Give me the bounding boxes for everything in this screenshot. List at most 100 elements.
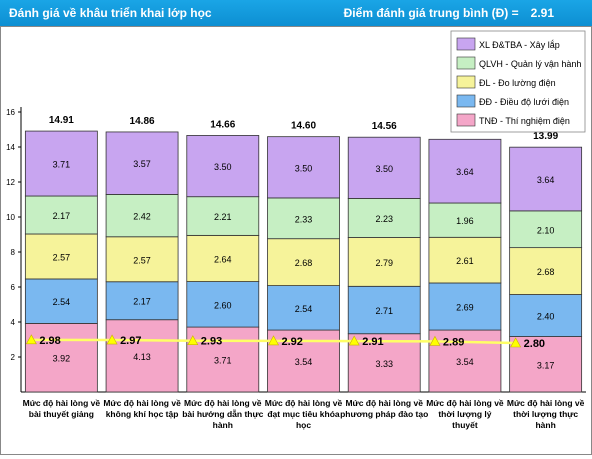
- average-value-label: 2.97: [120, 335, 141, 347]
- segment-value-label: 3.54: [295, 357, 313, 367]
- bar-total-label: 14.91: [49, 115, 74, 126]
- segment-value-label: 2.68: [295, 258, 313, 268]
- segment-value-label: 2.71: [375, 306, 393, 316]
- bar-segment: [428, 202, 502, 238]
- segment-value-label: 3.64: [537, 175, 555, 185]
- average-marker: [510, 337, 522, 348]
- legend-label: ĐĐ - Điều độ lưới điện: [479, 97, 569, 107]
- bar-segment: [105, 281, 179, 321]
- segment-value-label: 2.33: [295, 214, 313, 224]
- chart-title: Đánh giá về khâu triển khai lớp học: [9, 6, 212, 20]
- y-tick-label: 6: [11, 283, 16, 292]
- segment-value-label: 3.92: [53, 354, 71, 364]
- segment-value-label: 2.40: [537, 312, 555, 322]
- segment-value-label: 4.13: [133, 352, 151, 362]
- bar-total-label: 13.99: [533, 131, 558, 142]
- category-label: hành: [535, 420, 555, 430]
- bar-segment: [105, 319, 179, 393]
- segment-value-label: 3.71: [53, 160, 71, 170]
- segment-value-label: 2.54: [295, 304, 313, 314]
- bar-segment: [509, 247, 583, 295]
- category-label: Mức độ hài lòng về: [23, 398, 101, 408]
- category-label: thời lượng thực: [513, 409, 578, 419]
- category-label: thuyết: [452, 420, 478, 430]
- segment-value-label: 2.17: [53, 211, 71, 221]
- segment-value-label: 2.23: [375, 214, 393, 224]
- category-label: học: [296, 420, 311, 430]
- y-tick-label: 12: [6, 178, 15, 187]
- average-marker: [106, 334, 118, 345]
- bar-total-label: 14.60: [291, 121, 316, 132]
- segment-value-label: 2.21: [214, 212, 232, 222]
- segment-value-label: 3.64: [456, 167, 474, 177]
- chart-header: Đánh giá về khâu triển khai lớp học Điểm…: [0, 0, 592, 27]
- segment-value-label: 3.71: [214, 356, 232, 366]
- segment-value-label: 2.54: [53, 297, 71, 307]
- bar-segment: [428, 282, 502, 331]
- category-label: Mức độ hài lòng về: [345, 398, 423, 408]
- average-score-value: 2.91: [530, 6, 554, 20]
- category-label: bài hướng dẫn thực: [182, 409, 263, 419]
- y-tick-label: 2: [11, 353, 16, 362]
- bar-segment: [267, 285, 340, 331]
- legend-label: QLVH - Quản lý vận hành: [479, 59, 581, 69]
- segment-value-label: 3.50: [295, 163, 313, 173]
- category-label: phương pháp đào tạo: [340, 409, 428, 419]
- y-tick-label: 8: [11, 248, 16, 257]
- y-tick-label: 16: [6, 108, 15, 117]
- bar-segment: [24, 233, 98, 280]
- average-value-label: 2.91: [362, 336, 383, 348]
- segment-value-label: 3.54: [456, 357, 474, 367]
- bar-segment: [267, 136, 340, 199]
- bar-segment: [186, 326, 260, 393]
- bar-segment: [509, 210, 583, 249]
- legend-swatch: [456, 75, 476, 89]
- category-label: đạt mục tiêu khóa: [267, 409, 340, 419]
- bar-total-label: 14.66: [210, 119, 235, 130]
- category-label: hành: [213, 420, 233, 430]
- bar-segment: [347, 285, 421, 335]
- bar-total-label: 14.86: [130, 116, 155, 127]
- bar-segment: [347, 136, 421, 199]
- segment-value-label: 2.10: [537, 225, 555, 235]
- average-marker: [187, 335, 199, 346]
- bar-segment: [186, 234, 260, 282]
- legend-swatch: [456, 113, 476, 127]
- average-value-label: 2.98: [39, 335, 60, 347]
- segment-value-label: 2.61: [456, 256, 474, 266]
- legend-label: XL Đ&TBA - Xây lắp: [479, 40, 560, 50]
- segment-value-label: 2.64: [214, 254, 232, 264]
- stacked-bar-chart: 2 4 6 8 10 12 14 16 3.92 2.54 2.57 2.17 3.71 14.91 Mức…: [6, 30, 586, 430]
- y-tick-label: 4: [11, 318, 16, 327]
- bar-segment: [347, 237, 421, 287]
- legend-swatch: [456, 37, 476, 51]
- category-label: Mức độ hài lòng về: [265, 398, 343, 408]
- average-score: Điểm đánh giá trung bình (Đ) = 2.91: [344, 6, 554, 20]
- average-value-label: 2.89: [443, 336, 464, 348]
- segment-value-label: 3.50: [214, 162, 232, 172]
- legend-swatch: [456, 56, 476, 70]
- average-marker: [348, 335, 360, 346]
- legend-label: TNĐ - Thí nghiệm điện: [479, 116, 570, 126]
- legend-label: ĐL - Đo lường điện: [479, 78, 556, 88]
- bar-segment: [105, 131, 179, 195]
- bar-segment: [428, 236, 502, 284]
- bar-segment: [24, 130, 98, 197]
- average-value-label: 2.93: [201, 336, 222, 348]
- bar-segment: [347, 333, 421, 393]
- segment-value-label: 3.17: [537, 360, 555, 370]
- y-tick-label: 14: [6, 143, 15, 152]
- category-label: Mức độ hài lòng về: [426, 398, 504, 408]
- segment-value-label: 2.60: [214, 300, 232, 310]
- bar-segment: [509, 336, 583, 393]
- bar-segment: [105, 194, 179, 238]
- plot-area: 2 4 6 8 10 12 14 16 3.92 2.54 2.57 2.17 3.71 14.91 Mức…: [0, 26, 592, 455]
- y-tick-label: 10: [6, 213, 15, 222]
- average-score-label: Điểm đánh giá trung bình (Đ) =: [343, 6, 519, 20]
- bar-segment: [24, 195, 98, 235]
- bar-segment: [428, 138, 502, 204]
- bar-segment: [105, 236, 179, 283]
- segment-value-label: 3.50: [375, 164, 393, 174]
- segment-value-label: 2.17: [133, 297, 151, 307]
